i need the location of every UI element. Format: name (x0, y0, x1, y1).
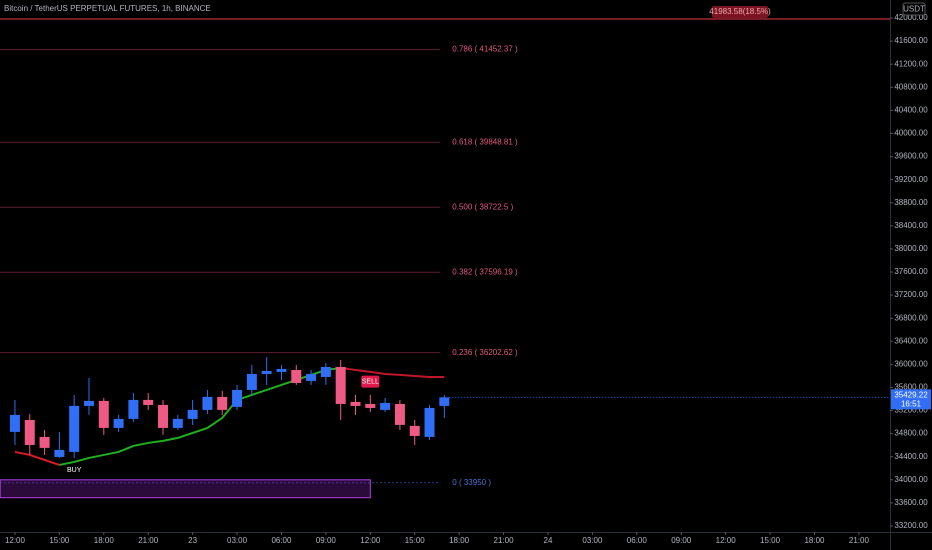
candle-body (172, 418, 183, 428)
y-tick-label: 35600.00 (894, 383, 928, 392)
x-tick-label: 09:00 (671, 536, 692, 545)
candle-body (365, 403, 376, 408)
y-tick-label: 35200.00 (894, 406, 928, 415)
candle-body (39, 436, 50, 448)
signal-label: SELL (362, 379, 379, 386)
x-tick-label: 09:00 (316, 536, 337, 545)
x-tick-label: 18:00 (449, 536, 470, 545)
y-tick-label: 42000.00 (894, 13, 928, 22)
y-tick-label: 40800.00 (894, 82, 928, 91)
x-tick-label: 18:00 (94, 536, 115, 545)
signal-box (361, 375, 380, 388)
candle-body (202, 396, 213, 410)
candle-body (217, 396, 228, 410)
ma-line (14, 450, 60, 466)
candle-body (98, 400, 109, 428)
y-tick-label: 34800.00 (894, 429, 928, 438)
candle-body (24, 419, 35, 445)
candle-body (113, 418, 124, 428)
chart-title: Bitcoin / TetherUS PERPETUAL FUTURES, 1h… (4, 4, 211, 13)
candle-body (9, 414, 20, 432)
candle-body (158, 404, 169, 428)
candle-body (246, 373, 257, 390)
x-tick-label: 21:00 (849, 536, 870, 545)
signal-label: BUY (67, 467, 82, 474)
y-tick-label: 36800.00 (894, 313, 928, 322)
last-price-box (891, 389, 931, 410)
x-tick-label: 24 (544, 536, 553, 545)
y-tick-label: 41600.00 (894, 36, 928, 45)
candle-body (83, 400, 94, 406)
candle-body (335, 366, 346, 404)
y-tick-label: 38400.00 (894, 221, 928, 230)
y-tick-label: 38000.00 (894, 244, 928, 253)
countdown-label: 16:51 (901, 399, 922, 408)
x-tick-label: 12:00 (5, 536, 26, 545)
candle-body (394, 403, 405, 425)
y-tick-label: 41200.00 (894, 59, 928, 68)
x-tick-label: 12:00 (360, 536, 381, 545)
fib-label: 0 ( 33950 ) (452, 478, 491, 487)
ma-line (340, 366, 445, 378)
x-tick-label: 15:00 (760, 536, 781, 545)
candle-body (54, 449, 65, 457)
x-tick-label: 23 (188, 536, 197, 545)
y-tick-label: 37200.00 (894, 290, 928, 299)
x-tick-label: 03:00 (227, 536, 248, 545)
candle-body (409, 425, 420, 436)
y-tick-label: 33200.00 (894, 521, 928, 530)
fib-label: 0.236 ( 36202.62 ) (452, 348, 518, 357)
candle-body (291, 369, 302, 383)
candle-body (424, 407, 435, 437)
candle-body (320, 366, 331, 377)
candle-body (187, 409, 198, 419)
currency-label: USDT (903, 5, 925, 14)
x-tick-label: 18:00 (804, 536, 825, 545)
y-tick-label: 34000.00 (894, 475, 928, 484)
zone-box (0, 479, 371, 499)
fib-label: 0.618 ( 39848.81 ) (452, 137, 518, 146)
target-label: 41983.58(18.5%) (709, 7, 771, 16)
candle-body (350, 401, 361, 406)
fib-label: 0.382 ( 37596.19 ) (452, 267, 518, 276)
candle-body (276, 368, 287, 372)
x-tick-label: 21:00 (494, 536, 515, 545)
x-tick-label: 06:00 (271, 536, 292, 545)
candle-body (261, 370, 272, 374)
candle-body (69, 405, 80, 452)
candle-body (380, 402, 391, 410)
candle-body (143, 399, 154, 405)
candle-body (232, 389, 243, 407)
x-tick-label: 15:00 (405, 536, 426, 545)
x-tick-label: 12:00 (716, 536, 737, 545)
y-tick-label: 40000.00 (894, 129, 928, 138)
x-tick-label: 03:00 (582, 536, 603, 545)
y-tick-label: 38800.00 (894, 198, 928, 207)
fib-label: 0.786 ( 41452.37 ) (452, 45, 518, 54)
y-tick-label: 39600.00 (894, 152, 928, 161)
target-label-box (712, 5, 768, 18)
y-tick-label: 39200.00 (894, 175, 928, 184)
currency-box (902, 2, 926, 16)
candle-body (306, 373, 317, 381)
candle-body (439, 397, 450, 406)
x-tick-label: 06:00 (627, 536, 648, 545)
y-tick-label: 40400.00 (894, 105, 928, 114)
x-tick-label: 15:00 (49, 536, 70, 545)
y-tick-label: 37600.00 (894, 267, 928, 276)
y-tick-label: 36400.00 (894, 336, 928, 345)
y-tick-label: 34400.00 (894, 452, 928, 461)
last-price-label: 35429.22 (894, 390, 928, 399)
y-tick-label: 36000.00 (894, 359, 928, 368)
y-tick-label: 33600.00 (894, 498, 928, 507)
fib-label: 0.500 ( 38722.5 ) (452, 202, 513, 211)
candle-body (128, 399, 139, 419)
x-tick-label: 21:00 (138, 536, 159, 545)
